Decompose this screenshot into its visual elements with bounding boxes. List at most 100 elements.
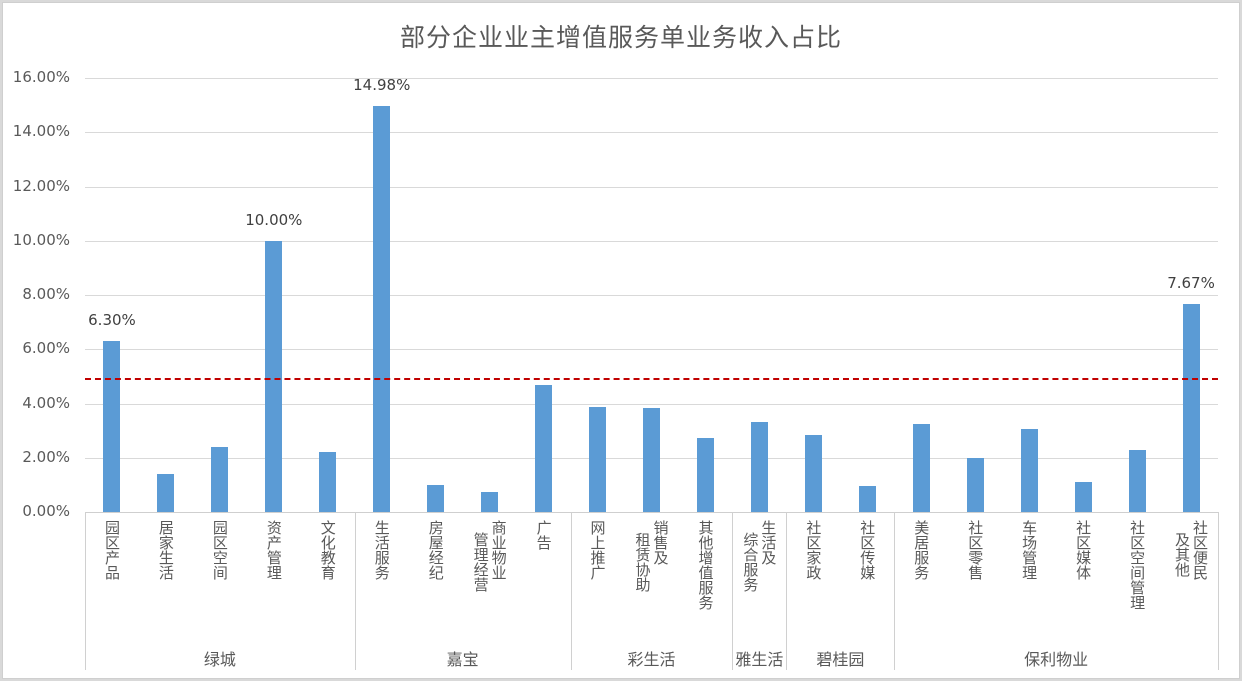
bar bbox=[481, 491, 499, 512]
x-category-line: 居家生活 bbox=[156, 520, 175, 580]
x-group-label: 嘉宝 bbox=[446, 650, 479, 669]
bar bbox=[427, 484, 445, 512]
x-axis-line bbox=[85, 512, 1218, 513]
data-label: 14.98% bbox=[353, 75, 411, 94]
x-category-label: 文化教育 bbox=[319, 520, 337, 580]
group-separator bbox=[732, 512, 734, 670]
x-category-line: 社区空间管理 bbox=[1128, 520, 1147, 610]
x-group-label: 彩生活 bbox=[627, 650, 676, 669]
x-category-label: 社区零售 bbox=[966, 520, 984, 580]
x-category-line: 其他增值服务 bbox=[696, 520, 715, 610]
x-category-label: 广告 bbox=[535, 520, 553, 550]
average-reference-line bbox=[85, 378, 1218, 381]
y-tick-label: 2.00% bbox=[22, 447, 70, 466]
group-separator bbox=[1218, 512, 1219, 670]
x-category-label: 社区家政 bbox=[804, 520, 822, 580]
x-category-label: 美居服务 bbox=[912, 520, 930, 580]
bar bbox=[912, 424, 930, 512]
x-category-line: 社区传媒 bbox=[858, 520, 877, 580]
x-category-label: 商业物业 管理经营 bbox=[472, 520, 508, 592]
x-category-line: 文化教育 bbox=[318, 520, 337, 580]
x-category-line: 广告 bbox=[534, 520, 553, 550]
y-tick-label: 16.00% bbox=[12, 68, 70, 86]
gridline bbox=[85, 349, 1218, 351]
bar bbox=[696, 437, 714, 512]
data-label: 6.30% bbox=[88, 311, 136, 330]
x-group-label: 保利物业 bbox=[1024, 650, 1089, 669]
bar bbox=[103, 341, 121, 512]
gridline bbox=[85, 132, 1218, 134]
x-category-label: 生活服务 bbox=[373, 520, 391, 580]
bar bbox=[1020, 429, 1038, 512]
x-category-line: 租赁协助 bbox=[633, 532, 652, 592]
chart-title: 部分企业业主增值服务单业务收入占比 bbox=[399, 23, 842, 52]
group-separator bbox=[786, 512, 788, 670]
bar bbox=[966, 458, 984, 512]
bar bbox=[319, 452, 337, 512]
x-category-label: 社区传媒 bbox=[858, 520, 876, 580]
x-group-label: 碧桂园 bbox=[816, 650, 865, 669]
x-category-label: 生活及 综合服务 bbox=[741, 520, 777, 592]
bar bbox=[858, 485, 876, 512]
x-category-line: 社区媒体 bbox=[1074, 520, 1093, 580]
data-label: 10.00% bbox=[245, 210, 303, 229]
x-category-label: 社区便民 及其他 bbox=[1173, 520, 1209, 580]
x-category-line: 网上推广 bbox=[588, 520, 607, 580]
x-category-line: 商业物业 bbox=[489, 520, 508, 580]
x-category-label: 其他增值服务 bbox=[696, 520, 714, 610]
group-separator bbox=[894, 512, 896, 670]
bar bbox=[535, 385, 553, 512]
x-category-line: 及其他 bbox=[1173, 532, 1192, 577]
bar bbox=[265, 240, 283, 512]
bar bbox=[643, 408, 660, 512]
x-category-line: 生活及 bbox=[759, 520, 778, 565]
x-category-label: 车场管理 bbox=[1020, 520, 1038, 580]
y-tick-label: 0.00% bbox=[22, 502, 70, 520]
gridline bbox=[85, 78, 1218, 79]
group-separator bbox=[354, 512, 356, 670]
x-category-line: 园区空间 bbox=[210, 520, 229, 580]
x-category-line: 社区便民 bbox=[1191, 520, 1210, 580]
bar bbox=[1182, 303, 1200, 512]
group-separator bbox=[570, 512, 572, 670]
gridline bbox=[85, 295, 1218, 296]
x-category-line: 资产管理 bbox=[264, 520, 283, 580]
x-category-line: 销售及 bbox=[651, 520, 670, 565]
y-tick-label: 4.00% bbox=[22, 393, 70, 412]
x-category-label: 园区产品 bbox=[103, 520, 121, 580]
y-tick-label: 8.00% bbox=[22, 285, 70, 303]
bar bbox=[211, 446, 229, 512]
gridline bbox=[85, 186, 1218, 188]
x-group-label: 雅生活 bbox=[735, 650, 784, 669]
bar bbox=[1074, 482, 1092, 512]
x-category-line: 美居服务 bbox=[912, 520, 931, 580]
x-category-line: 综合服务 bbox=[741, 532, 760, 592]
x-category-label: 园区空间 bbox=[211, 520, 229, 580]
x-category-label: 资产管理 bbox=[265, 520, 283, 580]
y-tick-label: 10.00% bbox=[12, 230, 70, 249]
y-tick-label: 12.00% bbox=[12, 176, 70, 195]
x-category-line: 园区产品 bbox=[102, 520, 121, 580]
x-category-label: 房屋经纪 bbox=[427, 520, 445, 580]
bar bbox=[157, 474, 175, 512]
x-category-line: 管理经营 bbox=[471, 532, 490, 592]
bar bbox=[373, 105, 391, 512]
x-group-label: 绿城 bbox=[203, 650, 236, 669]
bar bbox=[804, 434, 822, 512]
x-category-line: 社区零售 bbox=[966, 520, 985, 580]
x-category-line: 车场管理 bbox=[1020, 520, 1039, 580]
group-separator bbox=[85, 512, 86, 670]
x-category-label: 销售及 租赁协助 bbox=[634, 520, 670, 592]
gridline bbox=[85, 403, 1218, 405]
x-category-label: 社区空间管理 bbox=[1128, 520, 1146, 610]
y-tick-label: 6.00% bbox=[22, 339, 70, 358]
bar bbox=[589, 407, 607, 512]
x-category-label: 网上推广 bbox=[589, 520, 607, 580]
x-category-label: 社区媒体 bbox=[1074, 520, 1092, 580]
x-category-line: 社区家政 bbox=[804, 520, 823, 580]
bar bbox=[1128, 450, 1146, 512]
x-category-label: 居家生活 bbox=[157, 520, 175, 580]
x-category-line: 房屋经纪 bbox=[426, 520, 445, 580]
x-category-line: 生活服务 bbox=[372, 520, 391, 580]
